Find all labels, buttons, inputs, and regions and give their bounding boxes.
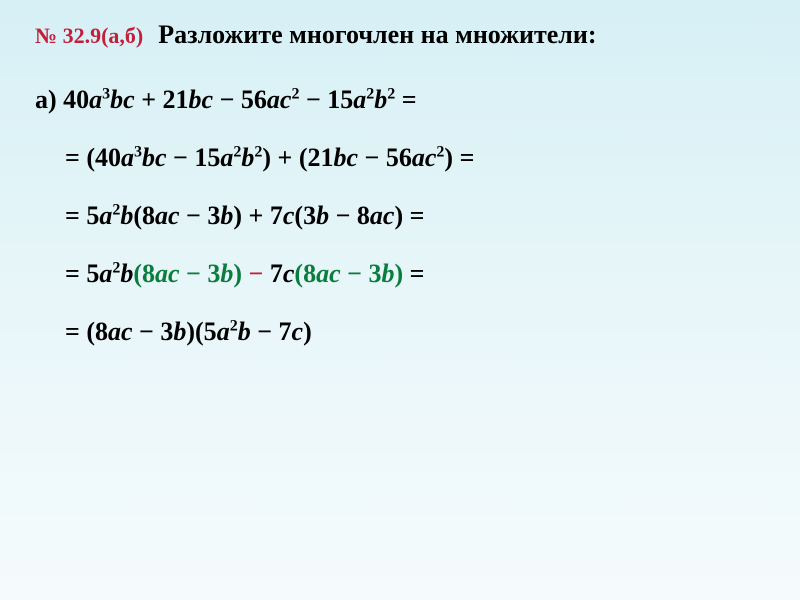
line2-expr: = (40a3bc − 15a2b2) + (21bc − 56ac2) = — [65, 143, 474, 172]
line1-expr: 40a3bc + 21bc − 56ac2 − 15a2b2 = — [63, 85, 416, 114]
line4-eq: = — [403, 259, 424, 288]
header-row: № 32.9(а,б) Разложите многочлен на множи… — [35, 20, 765, 50]
line4-part1: = 5a2b — [65, 259, 133, 288]
equation-line-4: = 5a2b(8ac − 3b) − 7c(8ac − 3b) = — [35, 259, 765, 289]
equation-line-1: а) 40a3bc + 21bc − 56ac2 − 15a2b2 = — [35, 85, 765, 115]
equation-line-5: = (8ac − 3b)(5a2b − 7c) — [35, 317, 765, 347]
line3-expr: = 5a2b(8ac − 3b) + 7c(3b − 8ac) = — [65, 201, 424, 230]
line1-label: а) — [35, 85, 57, 114]
line5-expr: = (8ac − 3b)(5a2b − 7c) — [65, 317, 312, 346]
line4-minus: − — [242, 259, 270, 288]
equation-line-3: = 5a2b(8ac − 3b) + 7c(3b − 8ac) = — [35, 201, 765, 231]
line4-paren2: (8ac − 3b) — [294, 259, 403, 288]
line4-part2: 7c — [270, 259, 295, 288]
problem-title: Разложите многочлен на множители: — [158, 20, 596, 50]
equation-line-2: = (40a3bc − 15a2b2) + (21bc − 56ac2) = — [35, 143, 765, 173]
line4-paren1: (8ac − 3b) — [133, 259, 242, 288]
problem-number: № 32.9(а,б) — [35, 23, 143, 49]
